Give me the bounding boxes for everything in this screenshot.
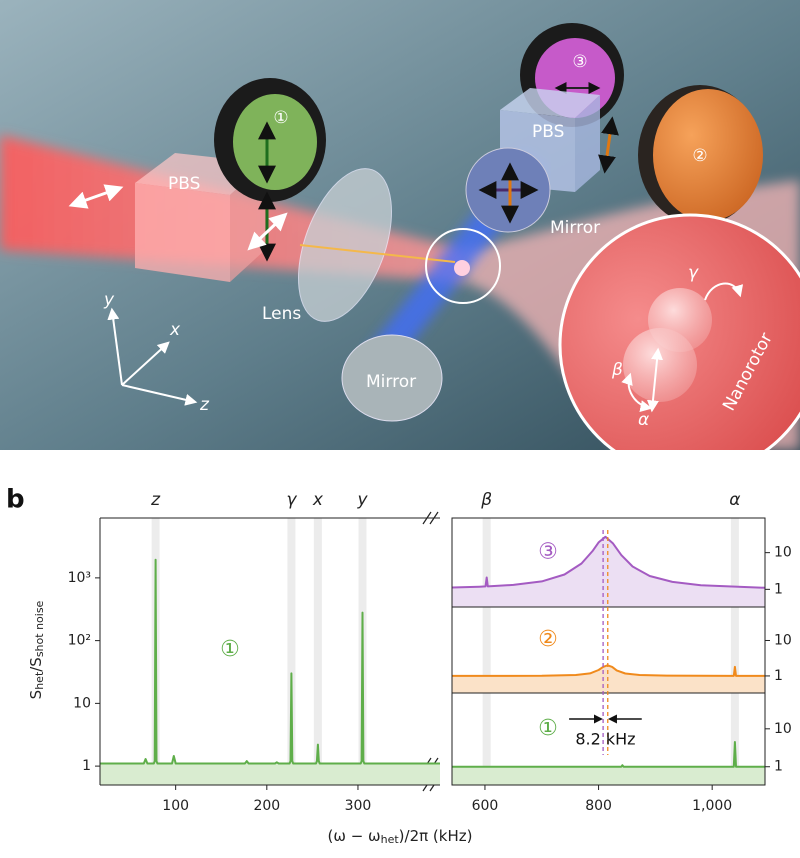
mode-label: x (312, 490, 324, 510)
mirror-bottom (341, 334, 443, 422)
trace-label: ② (538, 627, 558, 652)
y-tick-label: 1 (774, 581, 783, 597)
label: y (103, 290, 115, 310)
mode-band (313, 518, 322, 785)
x-tick-label: 200 (253, 798, 280, 814)
mode-band (482, 518, 491, 607)
spectrum-line (451, 535, 766, 589)
polarization-arrow (598, 116, 619, 174)
y-tick-label: 10 (774, 545, 792, 561)
axis-breaks (422, 511, 439, 792)
area-fill (452, 536, 765, 607)
label: PBS (532, 122, 564, 142)
label: Lens (262, 304, 301, 324)
beam-axis (299, 244, 456, 263)
polarization-arrow (247, 212, 288, 251)
trace-label: ① (538, 716, 558, 741)
mode-band (482, 693, 491, 785)
particle (454, 260, 470, 276)
mode-band (730, 518, 739, 607)
label: x (169, 320, 181, 340)
label: PBS (168, 174, 200, 194)
mode-band (730, 607, 739, 693)
mode-label: α (729, 490, 740, 510)
axes-triad (107, 307, 198, 406)
trace-label: ③ (538, 540, 558, 565)
trap-circle (425, 228, 501, 304)
panel-label: b (6, 485, 25, 515)
annotation: 8.2 kHz (575, 730, 635, 749)
mode-label: β (480, 490, 492, 510)
x-tick-label: 100 (162, 798, 189, 814)
label: γ (688, 263, 699, 283)
spectrum-line (451, 664, 765, 677)
label: ② (692, 146, 707, 166)
area-fill (452, 665, 765, 693)
polarization-arrow (68, 184, 124, 209)
x-tick-label: 300 (345, 798, 372, 814)
lens (298, 168, 392, 322)
detector-2 (638, 85, 763, 225)
mode-band (482, 607, 491, 693)
label: α (638, 410, 649, 430)
axis-frame (451, 517, 766, 786)
x-tick-label: 600 (472, 798, 499, 814)
label: Mirror (550, 218, 600, 238)
y-tick-label: 10 (73, 695, 91, 711)
spectrum-line (452, 741, 765, 768)
x-tick-label: 1,000 (692, 798, 732, 814)
x-tick-label: 800 (585, 798, 612, 814)
y-tick-label: 1 (82, 758, 91, 774)
y-axis-label: Shet/Sshot noise (27, 600, 47, 699)
area-fill (452, 742, 765, 785)
y-tick-label: 10³ (68, 570, 91, 586)
spectrum-line (100, 558, 440, 765)
y-tick-label: 10 (774, 721, 792, 737)
mode-band (730, 693, 739, 785)
y-tick-label: 10² (68, 633, 91, 649)
y-tick-label: 10 (774, 632, 792, 648)
mode-label: z (150, 490, 161, 510)
label: ① (273, 108, 288, 128)
mode-band (287, 518, 296, 785)
x-axis-label: (ω − ωhet)/2π (kHz) (328, 827, 473, 847)
label: z (199, 395, 210, 415)
area-fill (100, 559, 440, 785)
trace-label: ① (220, 637, 240, 662)
label: Mirror (366, 372, 416, 392)
y-tick-label: 1 (774, 668, 783, 684)
inset (558, 213, 800, 450)
label: β (611, 360, 623, 380)
mode-label: γ (286, 490, 297, 510)
y-tick-label: 1 (774, 759, 783, 775)
illustration: PBS Lens Mirror PBS Mirror Nanorotor y x… (0, 0, 800, 450)
label: ③ (572, 52, 587, 72)
mode-label: y (356, 490, 368, 510)
